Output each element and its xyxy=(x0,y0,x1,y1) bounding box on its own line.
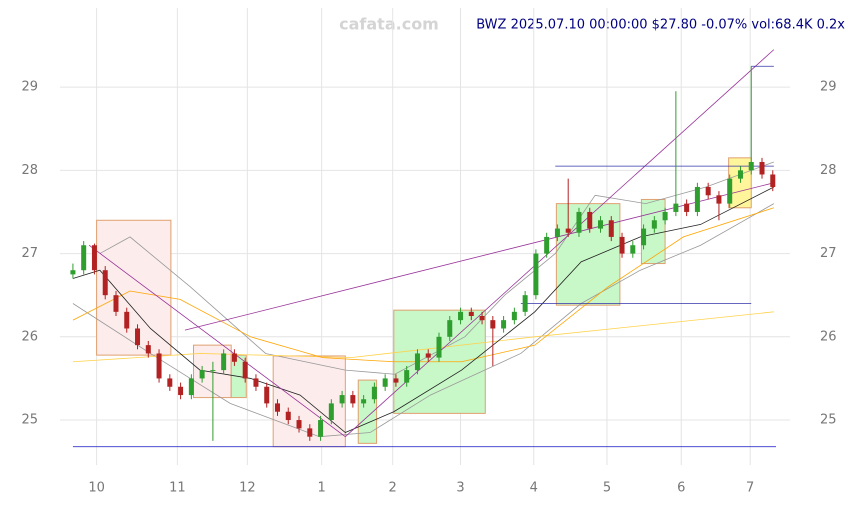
y-tick-label-right: 26 xyxy=(820,329,837,344)
candle-body xyxy=(221,353,227,371)
candle-body xyxy=(102,270,108,296)
candle-body xyxy=(371,386,377,400)
candle-body xyxy=(70,270,76,275)
candle-body xyxy=(328,403,334,421)
candle-body xyxy=(274,403,280,412)
zone xyxy=(193,344,232,399)
candle-body xyxy=(199,370,205,379)
candle-body xyxy=(404,370,410,383)
candle-body xyxy=(748,161,754,171)
x-tick-label: 2 xyxy=(389,481,397,496)
candle-body xyxy=(522,295,528,312)
candle-body xyxy=(285,411,291,421)
candle-body xyxy=(458,311,464,321)
candle-body xyxy=(651,220,657,229)
chart-title: BWZ 2025.07.10 00:00:00 $27.80 -0.07% vo… xyxy=(476,18,845,33)
candle-body xyxy=(727,178,733,204)
candle-body xyxy=(576,211,582,233)
candle-body xyxy=(124,311,130,329)
candle-body xyxy=(296,420,302,429)
candle-body xyxy=(533,253,539,296)
candle-body xyxy=(414,353,420,371)
candle-body xyxy=(425,353,431,358)
candle-body xyxy=(587,211,593,229)
candle-body xyxy=(554,228,560,237)
x-tick-label: 1 xyxy=(317,481,325,496)
x-tick-label: 10 xyxy=(88,481,105,496)
candle-body xyxy=(716,195,722,204)
candle-body xyxy=(318,420,324,437)
candle-body xyxy=(501,320,507,329)
x-tick-label: 4 xyxy=(530,481,538,496)
candle-body xyxy=(511,311,517,321)
candle-body xyxy=(167,378,173,387)
candle-body xyxy=(307,428,313,437)
candle-body xyxy=(156,353,162,379)
x-tick-label: 7 xyxy=(746,481,754,496)
candle-body xyxy=(705,186,711,196)
candle-body xyxy=(619,236,625,254)
candle-body xyxy=(91,245,97,271)
candle-body xyxy=(178,386,184,396)
candle-body xyxy=(361,399,367,404)
candle-body xyxy=(673,203,679,212)
candle-body xyxy=(598,220,604,229)
candle-body xyxy=(662,211,668,221)
candle-body xyxy=(242,361,248,379)
candle-body xyxy=(737,170,743,179)
y-tick-label-right: 27 xyxy=(820,246,837,261)
y-tick-label: 26 xyxy=(21,329,38,344)
candle-body xyxy=(759,161,765,175)
candle-body xyxy=(264,386,270,404)
candle-body xyxy=(350,395,356,404)
trend-line xyxy=(345,49,775,437)
y-tick-label-right: 28 xyxy=(820,163,837,178)
y-tick-label: 27 xyxy=(21,246,38,261)
x-tick-label: 11 xyxy=(169,481,186,496)
y-tick-label: 28 xyxy=(21,163,38,178)
candle-body xyxy=(479,315,485,321)
watermark: cafata.com xyxy=(339,15,439,34)
candle-body xyxy=(447,320,453,337)
x-tick-label: 3 xyxy=(456,481,464,496)
y-tick-label: 29 xyxy=(21,80,38,95)
indicator-line xyxy=(72,207,774,363)
y-tick-label: 25 xyxy=(21,413,38,428)
x-tick-label: 5 xyxy=(603,481,611,496)
candle-body xyxy=(694,186,700,212)
candle-body xyxy=(339,395,345,404)
candle-body xyxy=(490,320,496,329)
trend-line xyxy=(88,244,346,438)
candle-body xyxy=(468,311,474,316)
candle-body xyxy=(565,228,571,233)
candle-body xyxy=(630,245,636,254)
candle-body xyxy=(231,353,237,362)
indicator-line xyxy=(72,186,775,433)
candle-body xyxy=(770,174,776,187)
y-tick-label-right: 29 xyxy=(820,80,837,95)
candle-body xyxy=(253,378,259,387)
x-tick-label: 6 xyxy=(677,481,685,496)
candle-body xyxy=(544,236,550,254)
candle-body xyxy=(145,345,151,354)
candle-body xyxy=(382,378,388,387)
y-tick-label-right: 25 xyxy=(820,413,837,428)
candle-body xyxy=(135,328,141,346)
candle-body xyxy=(436,336,442,358)
candle-body xyxy=(188,378,194,396)
indicator-line xyxy=(99,161,774,375)
indicator-line xyxy=(72,203,775,438)
zone xyxy=(96,219,172,356)
x-tick-label: 12 xyxy=(239,481,256,496)
candle-body xyxy=(81,245,87,271)
candle-body xyxy=(210,370,216,372)
candle-body xyxy=(684,203,690,212)
candle-body xyxy=(113,295,119,312)
candle-body xyxy=(641,228,647,246)
candle-body xyxy=(608,220,614,237)
candle-body xyxy=(393,378,399,383)
